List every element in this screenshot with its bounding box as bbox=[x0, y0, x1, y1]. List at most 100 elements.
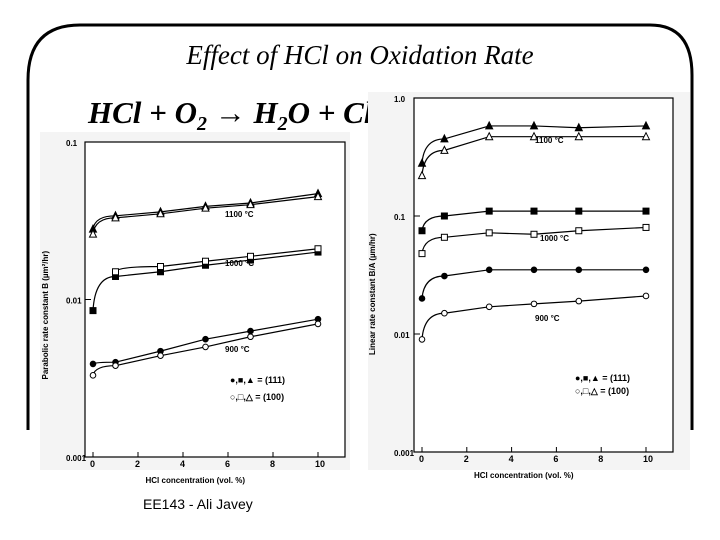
legend-entry: ○,□,△ = (100) bbox=[575, 386, 629, 396]
data-point bbox=[157, 352, 164, 359]
data-point bbox=[530, 266, 538, 274]
y-tick-label: 0.1 bbox=[66, 139, 78, 148]
data-point bbox=[247, 333, 254, 341]
data-point bbox=[89, 307, 97, 315]
temperature-label: 900 °C bbox=[225, 345, 250, 354]
series-line bbox=[421, 210, 646, 231]
data-point bbox=[89, 372, 97, 379]
x-tick-label: 2 bbox=[135, 459, 140, 469]
data-point bbox=[417, 170, 427, 180]
x-tick-label: 10 bbox=[315, 459, 325, 469]
temperature-label: 900 °C bbox=[535, 314, 560, 323]
chart-2: 1.0 0.1 0.01 0.001 0 2 4 6 8 10 HCl concentration … bbox=[368, 92, 690, 480]
data-point bbox=[89, 360, 97, 368]
x-tick-label: 2 bbox=[464, 454, 469, 464]
legend-entry: ●,■,▲ = (111) bbox=[575, 373, 630, 383]
data-point bbox=[575, 227, 583, 235]
y-tick-label: 0.01 bbox=[394, 331, 410, 340]
x-tick-label: 4 bbox=[180, 459, 185, 469]
series-circle-filled bbox=[89, 315, 322, 368]
data-point bbox=[575, 207, 583, 215]
data-point bbox=[530, 207, 538, 215]
data-point bbox=[201, 203, 210, 212]
data-point bbox=[575, 266, 583, 274]
data-point bbox=[202, 257, 209, 265]
data-point bbox=[484, 120, 494, 130]
series-circle-open bbox=[89, 320, 322, 379]
series-line bbox=[421, 269, 646, 299]
data-point bbox=[313, 191, 323, 201]
data-point bbox=[314, 320, 322, 328]
x-tick-label: 0 bbox=[419, 454, 424, 464]
series-circle-open bbox=[418, 292, 650, 343]
y-tick-label: 1.0 bbox=[394, 95, 406, 104]
series-line bbox=[421, 125, 647, 164]
x-tick-label: 10 bbox=[643, 454, 653, 464]
data-point bbox=[156, 208, 165, 218]
plot-area bbox=[84, 141, 346, 458]
data-point bbox=[418, 250, 426, 258]
legend-entry: ○,□,△ = (100) bbox=[230, 392, 284, 402]
data-point bbox=[112, 362, 119, 369]
series-square-open bbox=[418, 223, 650, 258]
data-point bbox=[574, 131, 584, 141]
data-point bbox=[440, 233, 448, 241]
data-point bbox=[418, 295, 426, 302]
y-tick-label: 0.01 bbox=[66, 297, 82, 306]
data-point bbox=[247, 327, 254, 335]
data-point bbox=[530, 230, 538, 238]
series-line bbox=[92, 193, 319, 230]
x-axis-label: HCl concentration (vol. %) bbox=[474, 471, 574, 480]
data-point bbox=[642, 223, 650, 231]
series-square-filled bbox=[418, 207, 650, 235]
x-tick-label: 6 bbox=[553, 454, 558, 464]
plot-area bbox=[413, 97, 674, 453]
temperature-label: 1000 °C bbox=[225, 259, 254, 268]
data-point bbox=[641, 120, 651, 130]
x-tick-label: 8 bbox=[598, 454, 603, 464]
data-point bbox=[88, 229, 98, 238]
data-point bbox=[440, 212, 448, 220]
series-circle-filled bbox=[418, 266, 650, 302]
data-point bbox=[418, 336, 426, 343]
series-line bbox=[421, 295, 647, 340]
y-tick-label: 0.001 bbox=[394, 449, 415, 458]
data-point bbox=[641, 131, 651, 141]
reaction-equation: HCl + O2 → H2O + Cl2 bbox=[88, 95, 382, 136]
series-line bbox=[92, 196, 319, 235]
data-point bbox=[530, 300, 538, 308]
data-point bbox=[529, 131, 539, 141]
y-tick-label: 0.001 bbox=[66, 454, 87, 463]
y-tick-label: 0.1 bbox=[394, 213, 406, 222]
data-point bbox=[642, 292, 650, 300]
y-axis-label: Parabolic rate constant B (µm²/hr) bbox=[41, 251, 50, 380]
data-point bbox=[247, 252, 254, 260]
temperature-label: 1000 °C bbox=[540, 234, 569, 243]
data-point bbox=[111, 212, 120, 222]
temperature-label: 1100 °C bbox=[535, 136, 564, 145]
data-point bbox=[418, 227, 426, 235]
series-line bbox=[92, 251, 319, 311]
data-point bbox=[202, 335, 209, 343]
x-axis-label: HCl concentration (vol. %) bbox=[146, 476, 246, 485]
data-point bbox=[441, 309, 448, 317]
legend-entry: ●,■,▲ = (111) bbox=[230, 375, 285, 385]
data-point bbox=[157, 263, 164, 271]
data-point bbox=[202, 343, 209, 351]
series-triangle-open bbox=[417, 131, 651, 180]
data-point bbox=[574, 122, 584, 132]
x-tick-label: 4 bbox=[509, 454, 514, 464]
x-tick-label: 0 bbox=[90, 459, 95, 469]
slide-title: Effect of HCl on Oxidation Rate bbox=[186, 40, 534, 70]
data-point bbox=[440, 145, 449, 154]
footer-credit: EE143 - Ali Javey bbox=[143, 496, 253, 512]
data-point bbox=[485, 207, 493, 215]
data-point bbox=[440, 133, 449, 143]
series-triangle-open bbox=[88, 191, 323, 238]
series-line bbox=[421, 136, 646, 176]
data-point bbox=[485, 229, 493, 237]
series-square-open bbox=[112, 245, 322, 276]
